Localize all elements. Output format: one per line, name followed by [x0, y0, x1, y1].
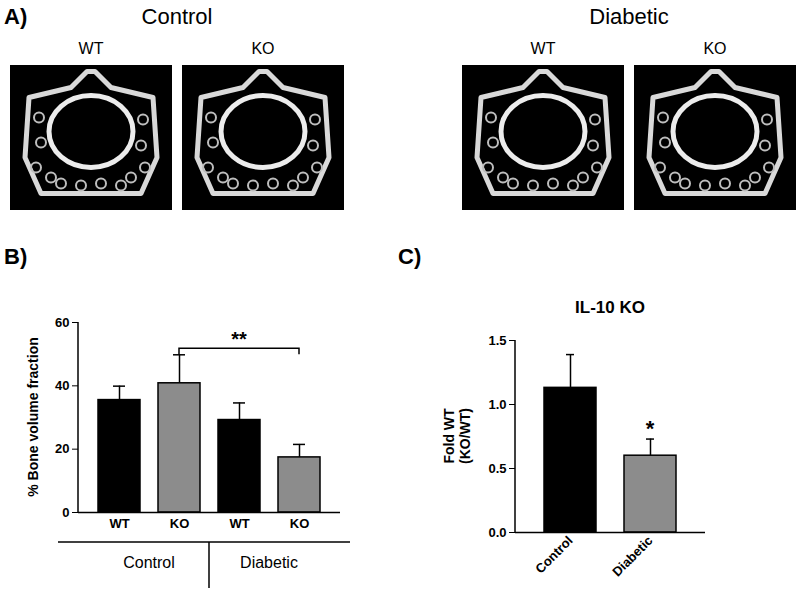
- svg-text:WT: WT: [79, 40, 104, 57]
- svg-text:KO: KO: [703, 40, 726, 57]
- svg-text:Fold WT(KO/WT): Fold WT(KO/WT): [441, 408, 474, 464]
- svg-text:*: *: [646, 416, 655, 441]
- html-text:IL-10 KO: IL-10 KO: [575, 298, 645, 317]
- svg-text:1.5: 1.5: [488, 333, 506, 348]
- svg-text:WT: WT: [531, 40, 556, 57]
- svg-text:Diabetic: Diabetic: [240, 554, 298, 571]
- svg-text:40: 40: [55, 378, 69, 393]
- svg-text:WT: WT: [109, 516, 129, 531]
- svg-text:1.0: 1.0: [488, 397, 506, 412]
- svg-text:0.0: 0.0: [488, 525, 506, 540]
- html-text:C): C): [398, 244, 422, 269]
- svg-text:Control: Control: [142, 4, 213, 29]
- svg-text:KO: KO: [290, 516, 310, 531]
- svg-text:Diabetic: Diabetic: [589, 4, 668, 29]
- svg-text:KO: KO: [170, 516, 190, 531]
- svg-text:**: **: [231, 328, 247, 350]
- svg-text:% Bone volume fraction: % Bone volume fraction: [25, 337, 41, 496]
- svg-text:0: 0: [62, 505, 69, 520]
- svg-text:60: 60: [55, 315, 69, 330]
- svg-text:WT: WT: [229, 516, 249, 531]
- svg-text:Control: Control: [123, 554, 175, 571]
- svg-text:Control: Control: [532, 533, 575, 576]
- html-text:B): B): [4, 244, 28, 269]
- svg-text:KO: KO: [251, 40, 274, 57]
- svg-text:0.5: 0.5: [488, 461, 506, 476]
- svg-text:20: 20: [55, 441, 69, 456]
- svg-text:A): A): [4, 4, 27, 29]
- svg-text:Diabetic: Diabetic: [609, 533, 655, 579]
